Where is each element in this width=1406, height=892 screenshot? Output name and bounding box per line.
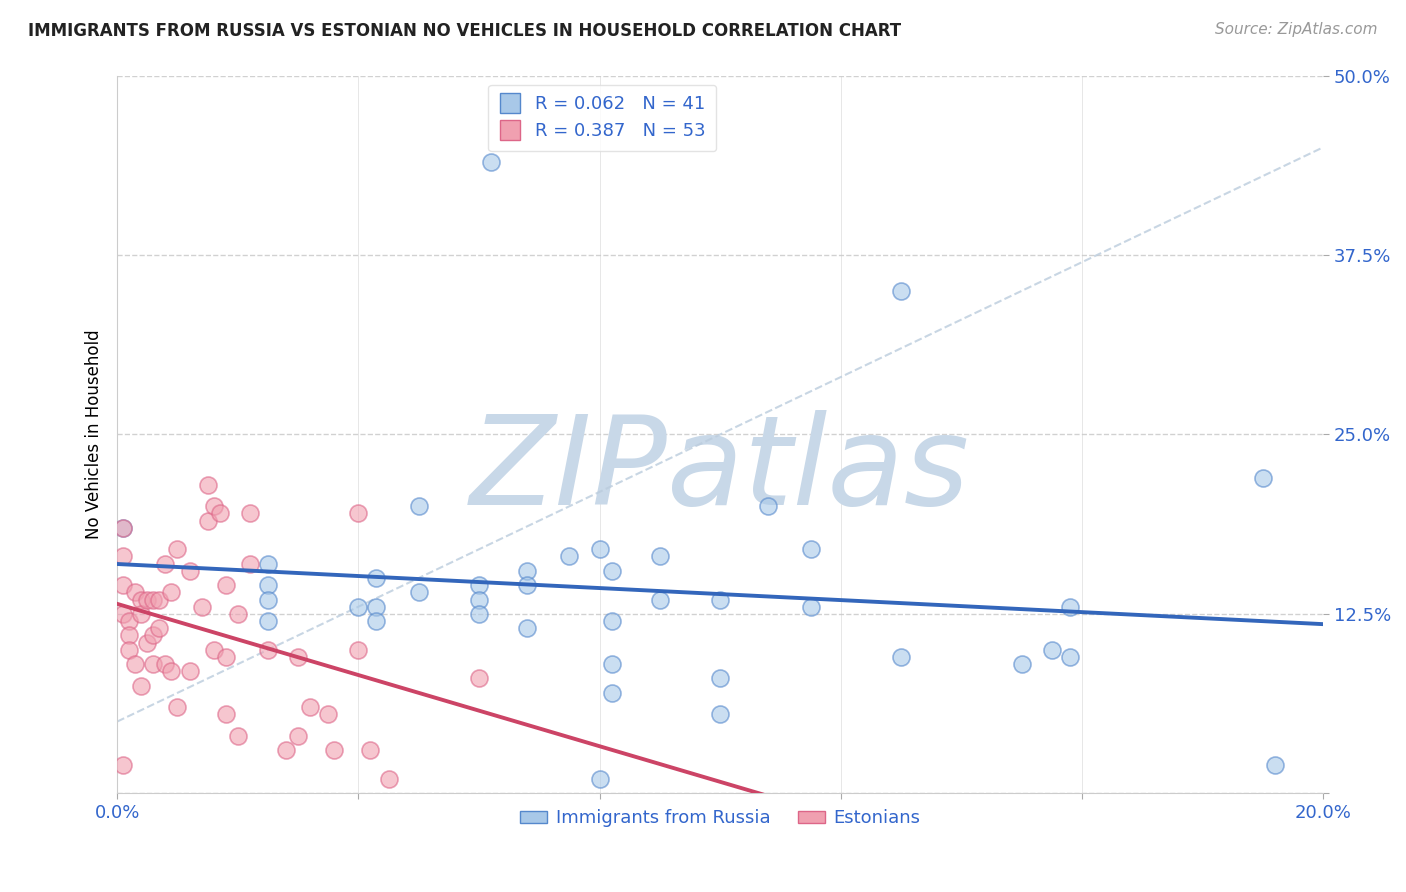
Point — [226, 729, 249, 743]
Point — [112, 607, 135, 621]
Point — [148, 621, 170, 635]
Point — [890, 284, 912, 298]
Point — [408, 500, 430, 514]
Text: Source: ZipAtlas.com: Source: ZipAtlas.com — [1215, 22, 1378, 37]
Point — [468, 578, 491, 592]
Point — [160, 585, 183, 599]
Point — [257, 592, 280, 607]
Point — [1264, 757, 1286, 772]
Point — [190, 599, 212, 614]
Point — [215, 707, 238, 722]
Point — [600, 614, 623, 628]
Point — [160, 665, 183, 679]
Point — [118, 614, 141, 628]
Point — [112, 757, 135, 772]
Point — [600, 686, 623, 700]
Point — [366, 599, 388, 614]
Point — [1059, 650, 1081, 665]
Point — [479, 154, 502, 169]
Point — [468, 592, 491, 607]
Point — [257, 557, 280, 571]
Point — [347, 642, 370, 657]
Point — [226, 607, 249, 621]
Point — [648, 592, 671, 607]
Point — [124, 585, 146, 599]
Point — [118, 642, 141, 657]
Point — [124, 657, 146, 672]
Point — [179, 665, 201, 679]
Point — [112, 521, 135, 535]
Point — [142, 657, 165, 672]
Point — [166, 700, 188, 714]
Point — [208, 507, 231, 521]
Point — [112, 521, 135, 535]
Point — [468, 672, 491, 686]
Point — [1059, 599, 1081, 614]
Point — [648, 549, 671, 564]
Point — [558, 549, 581, 564]
Point — [366, 614, 388, 628]
Point — [118, 628, 141, 642]
Point — [166, 542, 188, 557]
Point — [257, 578, 280, 592]
Point — [758, 500, 780, 514]
Point — [347, 599, 370, 614]
Point — [600, 564, 623, 578]
Point — [709, 672, 731, 686]
Point — [142, 628, 165, 642]
Point — [179, 564, 201, 578]
Point — [1011, 657, 1033, 672]
Point — [800, 542, 823, 557]
Point — [197, 514, 219, 528]
Point — [148, 592, 170, 607]
Point — [239, 557, 262, 571]
Point — [112, 578, 135, 592]
Point — [347, 507, 370, 521]
Point — [136, 592, 159, 607]
Point — [287, 650, 309, 665]
Point — [299, 700, 322, 714]
Point — [274, 743, 297, 757]
Point — [131, 592, 153, 607]
Point — [136, 635, 159, 649]
Point — [377, 772, 399, 786]
Point — [155, 557, 177, 571]
Point — [890, 650, 912, 665]
Point — [215, 578, 238, 592]
Y-axis label: No Vehicles in Household: No Vehicles in Household — [86, 330, 103, 540]
Point — [239, 507, 262, 521]
Point — [197, 477, 219, 491]
Point — [516, 621, 538, 635]
Point — [257, 614, 280, 628]
Point — [257, 642, 280, 657]
Point — [287, 729, 309, 743]
Point — [588, 542, 610, 557]
Point — [359, 743, 381, 757]
Point — [316, 707, 339, 722]
Point — [1040, 642, 1063, 657]
Point — [709, 592, 731, 607]
Point — [408, 585, 430, 599]
Point — [468, 607, 491, 621]
Point — [709, 707, 731, 722]
Point — [202, 500, 225, 514]
Point — [131, 607, 153, 621]
Text: ZIPatlas: ZIPatlas — [470, 409, 970, 531]
Point — [516, 578, 538, 592]
Point — [142, 592, 165, 607]
Point — [112, 549, 135, 564]
Point — [366, 571, 388, 585]
Point — [131, 679, 153, 693]
Point — [516, 564, 538, 578]
Point — [202, 642, 225, 657]
Legend: Immigrants from Russia, Estonians: Immigrants from Russia, Estonians — [513, 802, 928, 835]
Point — [155, 657, 177, 672]
Point — [600, 657, 623, 672]
Point — [800, 599, 823, 614]
Point — [215, 650, 238, 665]
Point — [323, 743, 346, 757]
Text: IMMIGRANTS FROM RUSSIA VS ESTONIAN NO VEHICLES IN HOUSEHOLD CORRELATION CHART: IMMIGRANTS FROM RUSSIA VS ESTONIAN NO VE… — [28, 22, 901, 40]
Point — [588, 772, 610, 786]
Point — [1251, 470, 1274, 484]
